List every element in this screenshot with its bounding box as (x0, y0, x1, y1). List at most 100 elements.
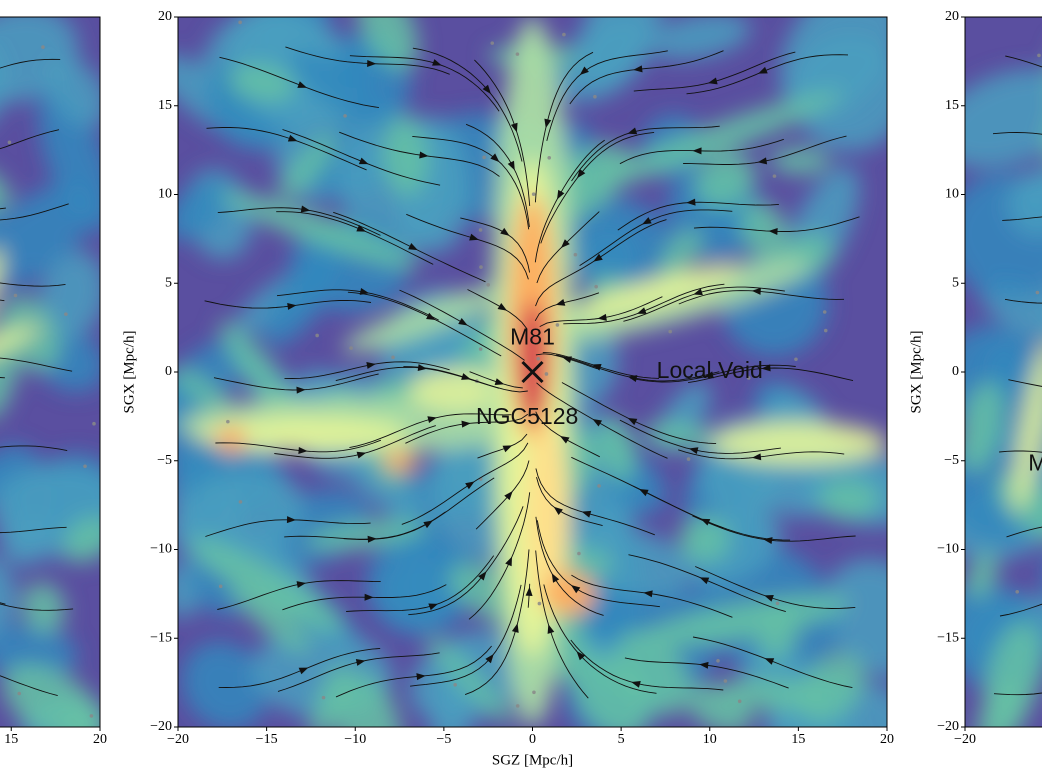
density-blob (558, 526, 694, 597)
streamline-arrow (581, 510, 592, 518)
y-tick-label: −20 (937, 719, 959, 734)
streamline-arrow (505, 556, 512, 567)
x-tick-label: −20 (167, 732, 189, 747)
galaxy (775, 601, 780, 606)
streamline-arrow (704, 371, 714, 379)
streamline (633, 485, 791, 541)
density-blob (178, 367, 234, 414)
streamline (993, 692, 1042, 696)
galaxy (92, 421, 96, 426)
annotation: M (1028, 449, 1042, 475)
streamline (469, 371, 523, 389)
streamline-arrow (751, 453, 762, 461)
streamline (0, 203, 69, 221)
streamline-arrow (570, 585, 581, 594)
density-blob (0, 624, 78, 681)
galaxy (1015, 589, 1020, 594)
density-blob (678, 515, 731, 563)
annotation: NGC5128 (476, 403, 578, 429)
streamline-arrow (757, 157, 768, 165)
density-blob (310, 663, 349, 727)
streamline-arrow (300, 205, 311, 213)
density-blob (0, 464, 100, 559)
galaxy (13, 293, 18, 298)
streamline (536, 520, 660, 608)
streamline-arrow (359, 287, 370, 295)
y-tick-label: −10 (937, 542, 959, 557)
streamline-arrow (551, 573, 560, 583)
annotations: M (1028, 449, 1042, 475)
streamline-arrow (366, 362, 376, 369)
x-tick-label: −5 (436, 732, 451, 747)
galaxy (686, 457, 691, 461)
density-blob (769, 147, 831, 175)
galaxy (577, 551, 581, 556)
streamline (992, 132, 1042, 135)
density-blob (342, 285, 510, 352)
streamline (282, 129, 441, 186)
galaxy (1035, 290, 1040, 295)
streamline-arrow (525, 586, 533, 596)
streamline-arrow (699, 661, 709, 669)
streamline-arrow (758, 66, 768, 74)
streamline-arrow (643, 590, 653, 598)
y-tick-label: 5 (165, 275, 172, 290)
streamline-arrow (560, 435, 570, 444)
x-axis-label: SGZ [Mpc/h] (492, 752, 573, 768)
streamline-arrow (423, 520, 433, 529)
galaxy (772, 174, 777, 178)
galaxy (349, 346, 353, 350)
galaxy (668, 329, 672, 334)
galaxy (391, 355, 395, 360)
streamline-arrow (699, 577, 710, 585)
streamline (0, 445, 68, 452)
galaxy (562, 32, 566, 37)
galaxies (1015, 53, 1041, 594)
density-blob (642, 421, 713, 451)
density-blob (516, 301, 549, 426)
x-tick-label: −10 (344, 732, 366, 747)
galaxy (238, 500, 243, 504)
streamline-arrow (631, 681, 641, 688)
density-blob (695, 152, 756, 209)
y-tick-label: 20 (945, 9, 959, 24)
streamline (0, 58, 61, 69)
y-tick-label: 10 (945, 187, 959, 202)
density-blob (1013, 339, 1042, 512)
streamline (563, 283, 725, 325)
streamline-arrow (708, 77, 718, 85)
streamline (692, 636, 853, 689)
density-blob (230, 583, 311, 654)
y-tick-label: −20 (150, 719, 172, 734)
galaxy (479, 265, 483, 269)
streamline (1005, 55, 1042, 68)
y-axis-label: SGX [Mpc/h] (908, 331, 924, 414)
density-blob (189, 538, 344, 632)
density-blob (647, 17, 751, 60)
galaxy (746, 376, 751, 380)
galaxy (822, 310, 827, 314)
streamline (0, 129, 60, 150)
galaxy (64, 312, 68, 316)
density-blob (181, 641, 268, 727)
density-blob (334, 672, 402, 727)
galaxy (593, 94, 597, 99)
streamlines (0, 58, 74, 697)
streamline-arrow (432, 59, 442, 66)
x-tick-label: 10 (703, 732, 717, 747)
streamline-arrow (356, 224, 366, 232)
streamline-arrow (557, 189, 565, 200)
streamline (1008, 379, 1042, 387)
density-blob (541, 572, 595, 616)
galaxy (515, 52, 520, 56)
density-blob (578, 17, 665, 90)
galaxy (7, 140, 12, 145)
streamline-arrow (485, 653, 494, 664)
y-tick-label: −5 (157, 453, 172, 468)
streamline-arrow (555, 299, 566, 306)
density-blob (659, 229, 703, 279)
y-tick-label: 0 (952, 364, 959, 379)
galaxy (41, 45, 45, 49)
y-tick-label: 15 (945, 98, 959, 113)
streamline-arrow (639, 488, 649, 497)
